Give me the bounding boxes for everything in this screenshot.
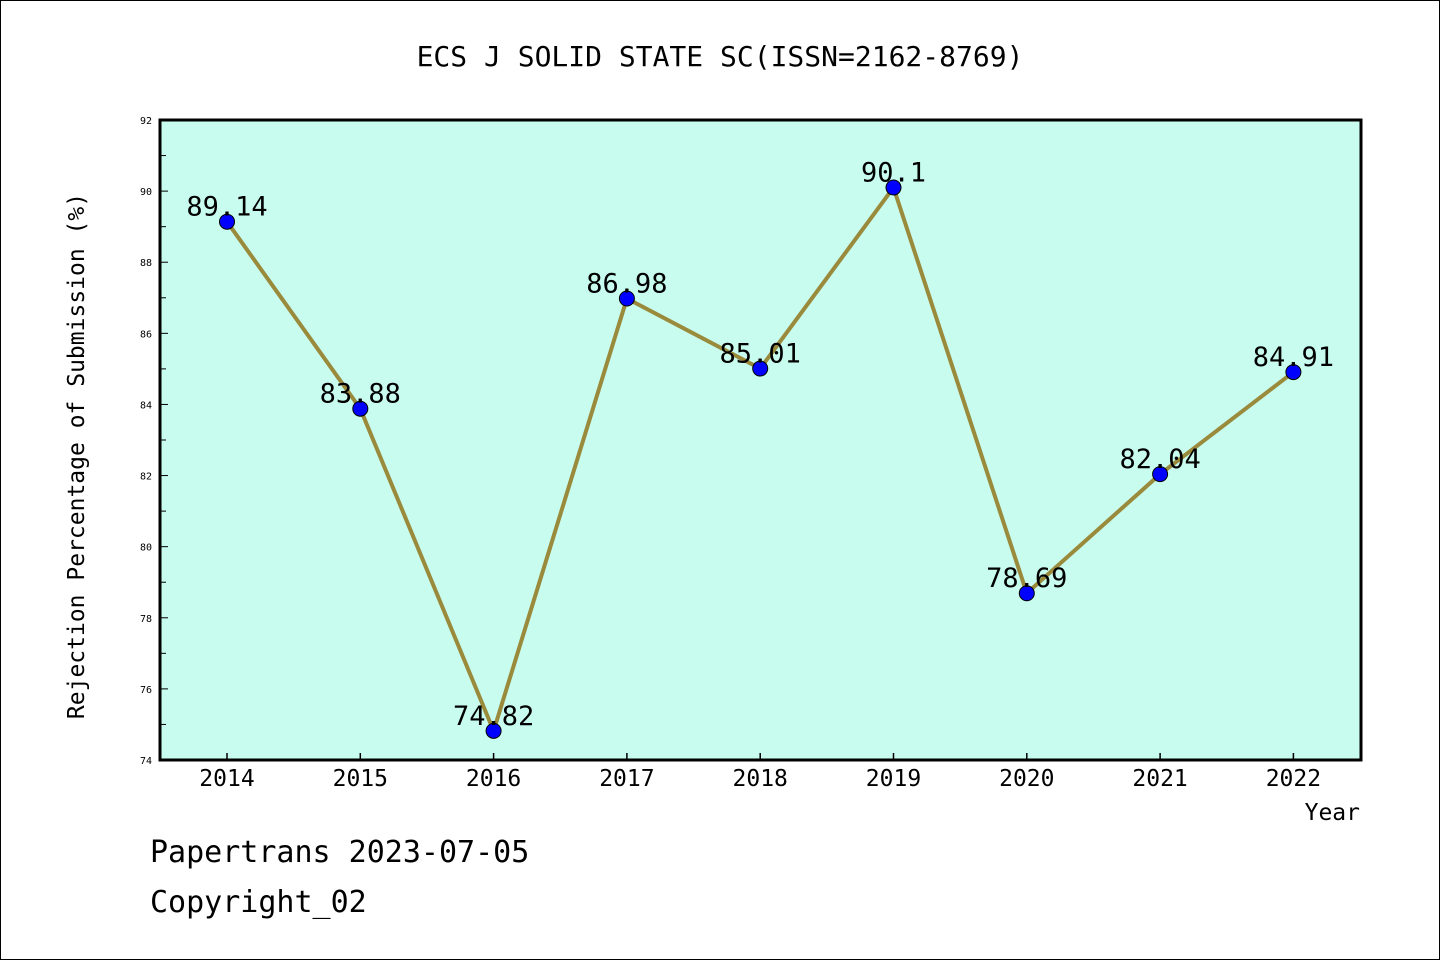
- y-tick-label: 74: [140, 756, 152, 767]
- y-tick-label: 80: [140, 543, 152, 554]
- data-point: [352, 400, 369, 417]
- x-tick-label: 2020: [999, 766, 1054, 792]
- x-tick-label: 2016: [466, 766, 521, 792]
- y-tick-label: 92: [140, 116, 152, 127]
- x-tick-label: 2021: [1132, 766, 1187, 792]
- data-point: [1285, 364, 1302, 381]
- data-point: [485, 722, 502, 739]
- data-point: [219, 213, 235, 230]
- data-point: [1152, 466, 1169, 483]
- data-label: 84.91: [1253, 342, 1334, 373]
- y-tick-label: 76: [140, 685, 152, 696]
- y-tick-label: 82: [140, 472, 152, 483]
- y-axis-label: Rejection Percentage of Submission (%): [64, 193, 90, 719]
- data-point: [618, 290, 635, 307]
- footer-date-text: Papertrans 2023-07-05: [150, 835, 530, 870]
- x-tick-label: 2017: [599, 766, 654, 792]
- data-label: 85.01: [720, 339, 801, 370]
- y-tick-label: 84: [140, 400, 152, 411]
- data-label: 89.14: [186, 192, 267, 223]
- x-tick-label: 2019: [866, 766, 921, 792]
- data-label: 82.04: [1119, 444, 1200, 475]
- y-tick-label: 90: [140, 187, 152, 198]
- y-tick-label: 78: [140, 614, 152, 625]
- x-axis-label: Year: [1305, 800, 1360, 826]
- y-tick-label: 86: [140, 329, 152, 340]
- data-label: 83.88: [320, 379, 401, 410]
- plot-background: [160, 120, 1361, 760]
- y-tick-label: 88: [140, 258, 152, 269]
- footer-copyright-text: Copyright_02: [150, 885, 367, 920]
- data-point: [752, 360, 769, 377]
- data-label: 86.98: [586, 268, 667, 299]
- plot-border: [158, 118, 1363, 762]
- data-label: 74.82: [453, 701, 534, 732]
- x-tick-label: 2022: [1266, 766, 1321, 792]
- data-point: [1018, 585, 1035, 602]
- data-label: 90.1: [861, 158, 926, 189]
- chart-title: ECS J SOLID STATE SC(ISSN=2162-8769): [417, 40, 1024, 73]
- x-tick-label: 2014: [199, 766, 254, 792]
- data-label: 78.69: [986, 563, 1067, 594]
- x-tick-label: 2015: [333, 766, 388, 792]
- data-point: [885, 179, 902, 196]
- plot-area: 74 76 78 80 82 84 86 88 90 92 2014 2015 2016 2017 2018…: [140, 116, 1363, 792]
- x-tick-label: 2018: [733, 766, 788, 792]
